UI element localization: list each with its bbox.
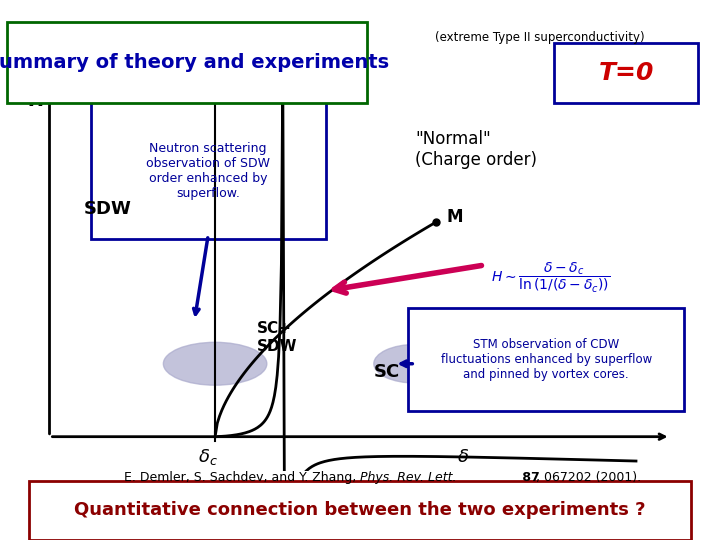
Text: Summary of theory and experiments: Summary of theory and experiments [0,52,390,72]
Text: $\delta$: $\delta$ [457,448,469,467]
Ellipse shape [374,345,456,383]
Text: $H \sim \dfrac{\delta - \delta_c}{\ln\left(1/(\delta - \delta_c)\right)}$: $H \sim \dfrac{\delta - \delta_c}{\ln\le… [491,261,611,295]
Text: Phys. Rev. Lett.: Phys. Rev. Lett. [360,471,456,484]
Text: E. Demler, S. Sachdev, and Y. Zhang,: E. Demler, S. Sachdev, and Y. Zhang, [124,471,360,484]
FancyBboxPatch shape [408,308,684,411]
Text: 87: 87 [518,471,540,484]
Text: (extreme Type II superconductivity): (extreme Type II superconductivity) [435,31,645,44]
Ellipse shape [163,342,267,385]
Text: Quantitative connection between the two experiments ?: Quantitative connection between the two … [74,501,646,519]
Text: SDW: SDW [84,200,132,218]
Text: SC: SC [374,363,400,381]
Text: STM observation of CDW
fluctuations enhanced by superflow
and pinned by vortex c: STM observation of CDW fluctuations enha… [441,338,652,381]
Text: H: H [29,91,45,110]
Text: Neutron scattering
observation of SDW
order enhanced by
superflow.: Neutron scattering observation of SDW or… [146,141,270,200]
Text: SC+
SDW: SC+ SDW [256,321,297,354]
Text: , 067202 (2001).: , 067202 (2001). [536,471,642,484]
Text: M: M [446,208,463,226]
Text: $\delta_c$: $\delta_c$ [198,448,218,468]
FancyBboxPatch shape [91,102,325,239]
Text: T=0: T=0 [599,61,654,85]
Text: "Normal"
(Charge order): "Normal" (Charge order) [415,130,537,168]
